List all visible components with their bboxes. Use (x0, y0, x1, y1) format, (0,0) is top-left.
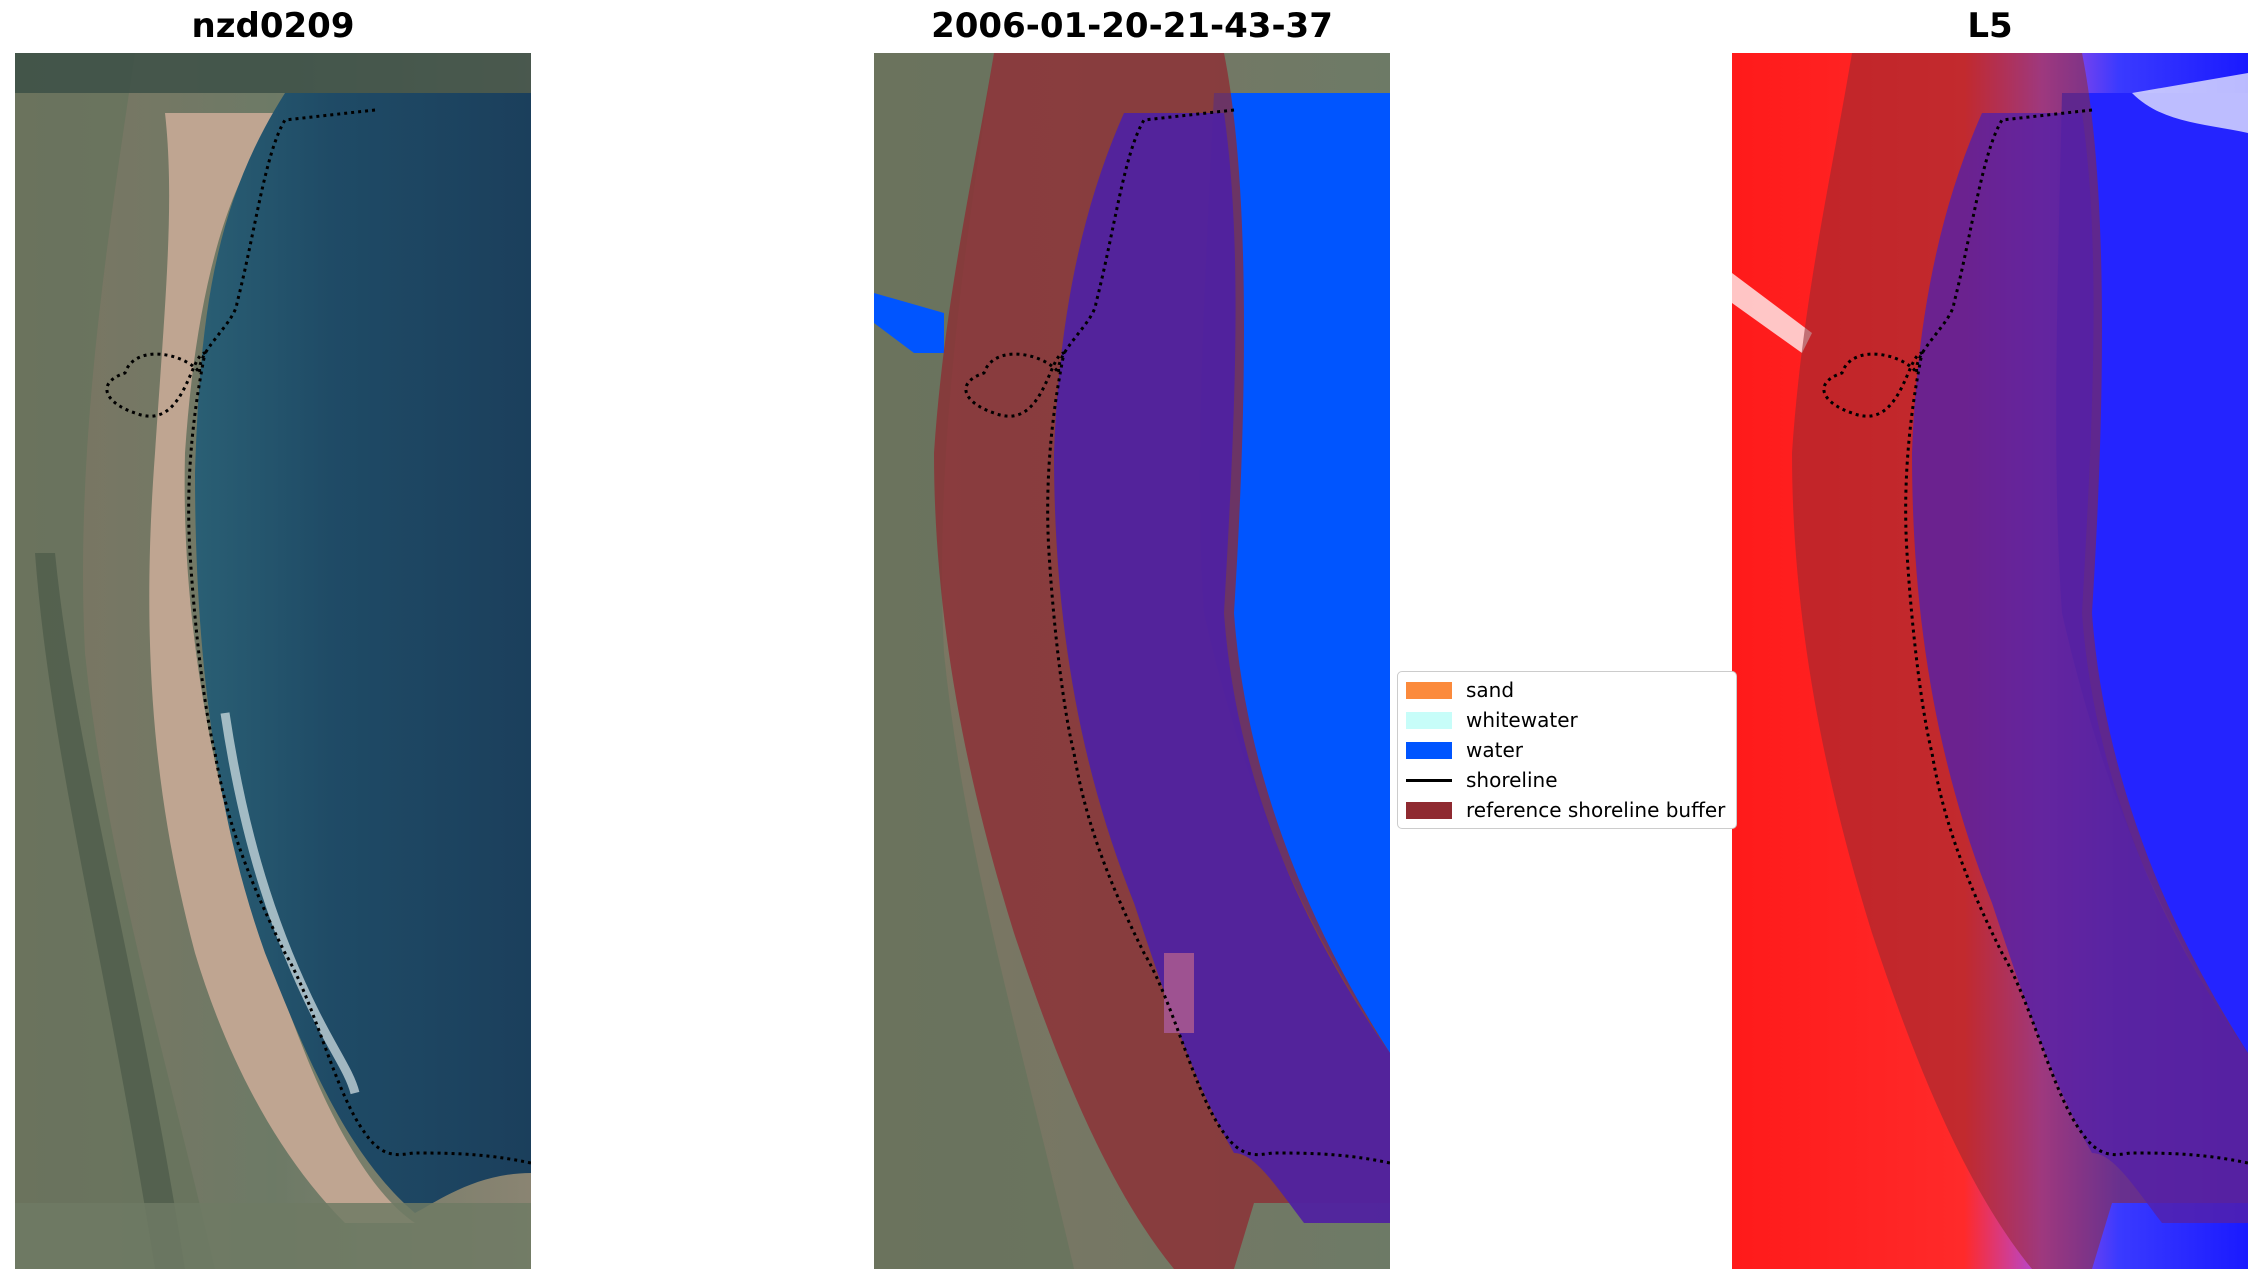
dark-vegetation-strip (35, 553, 185, 1269)
shoreline-line (1822, 108, 2248, 1165)
bottom-land (15, 1203, 531, 1269)
legend-label-water: water (1466, 738, 1523, 762)
vegetation-band (15, 53, 215, 1269)
shoreline-swatch (1406, 778, 1452, 782)
legend-label-shoreline: shoreline (1466, 768, 1558, 792)
surf-whitewater (220, 712, 360, 1095)
water-class-inlet (874, 293, 944, 353)
buffer-overlap-water (1054, 113, 1390, 1223)
legend-label-buffer: reference shoreline buffer (1466, 798, 1726, 822)
panel-title-classified: 2006-01-20-21-43-37 (931, 6, 1333, 46)
index-top-light (2132, 73, 2248, 133)
buffer-overlap-water (1912, 113, 2248, 1223)
index-water (2056, 93, 2248, 1053)
panel-title-index: L5 (1967, 6, 2013, 46)
legend-item-shoreline: shoreline (1406, 767, 1558, 793)
whitewater-swatch (1406, 711, 1452, 729)
index-whitewater (1732, 273, 1812, 353)
top-dark-edge (15, 53, 531, 93)
legend-item-water: water (1406, 737, 1523, 763)
legend-item-whitewater: whitewater (1406, 707, 1578, 733)
vegetation-band (874, 53, 1074, 1269)
shoreline-line (105, 108, 531, 1165)
shoreline-line (964, 108, 1390, 1165)
legend-item-buffer: reference shoreline buffer (1406, 797, 1725, 823)
water-swatch (1406, 741, 1452, 759)
beach-sand (149, 113, 416, 1223)
white-mark (1164, 953, 1194, 1033)
index-image-svg (1732, 53, 2248, 1269)
classified-image (874, 53, 1390, 1269)
legend-label-whitewater: whitewater (1466, 708, 1578, 732)
rgb-satellite-image (15, 53, 531, 1269)
legend: sand whitewater water shoreline referenc… (1397, 671, 1737, 829)
classified-image-svg (874, 53, 1390, 1269)
panel-title-rgb: nzd0209 (191, 6, 355, 46)
sand-swatch (1406, 681, 1452, 699)
index-image (1732, 53, 2248, 1269)
rgb-image-svg (15, 53, 531, 1269)
legend-label-sand: sand (1466, 678, 1515, 702)
buffer-swatch (1406, 801, 1452, 819)
legend-item-sand: sand (1406, 677, 1514, 703)
water-class (1199, 93, 1390, 1053)
